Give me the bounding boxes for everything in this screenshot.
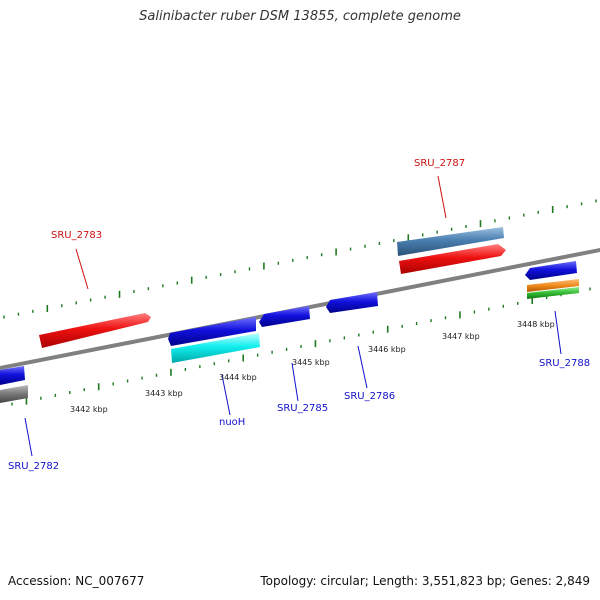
gene-label-sru2788[interactable]: SRU_2788 — [539, 358, 590, 369]
gene-sru2787-steel[interactable] — [397, 227, 504, 256]
gene-reverse-1[interactable] — [168, 317, 256, 346]
leader-sru2787 — [437, 175, 447, 219]
accession-text: Accession: NC_007677 — [8, 574, 145, 588]
gene-sru2786[interactable] — [326, 292, 378, 313]
gene-label-sru2785[interactable]: SRU_2785 — [277, 403, 328, 414]
leader-nuoh — [221, 374, 231, 416]
lower-tick-row — [11, 287, 591, 406]
genome-summary-text: Topology: circular; Length: 3,551,823 bp… — [260, 574, 590, 588]
genome-title: Salinibacter ruber DSM 13855, complete g… — [139, 9, 461, 24]
kbp-label-3448: 3448 kbp — [517, 320, 555, 329]
upper-tick-row — [3, 199, 597, 319]
leader-sru2782 — [24, 417, 33, 457]
gene-sru2783[interactable] — [39, 313, 151, 348]
kbp-label-3444: 3444 kbp — [219, 373, 257, 382]
gene-nuoh[interactable] — [171, 333, 260, 363]
gene-label-sru2782[interactable]: SRU_2782 — [8, 461, 59, 472]
leader-sru2785 — [291, 362, 299, 402]
kbp-label-3445: 3445 kbp — [292, 358, 330, 367]
kbp-label-3446: 3446 kbp — [368, 345, 406, 354]
gene-label-sru2786[interactable]: SRU_2786 — [344, 391, 395, 402]
gene-sru2785[interactable] — [259, 306, 310, 327]
kbp-label-3443: 3443 kbp — [145, 389, 183, 398]
kbp-label-3447: 3447 kbp — [442, 332, 480, 341]
gene-label-sru2783[interactable]: SRU_2783 — [51, 230, 102, 241]
kbp-label-3442: 3442 kbp — [70, 405, 108, 414]
gene-sru2782-reverse[interactable] — [0, 366, 25, 385]
leader-sru2783 — [75, 248, 89, 290]
leader-sru2786 — [357, 345, 368, 389]
gene-sru2787[interactable] — [399, 244, 506, 274]
gene-sru2788[interactable] — [525, 261, 577, 280]
leader-sru2788 — [554, 310, 562, 355]
gene-green[interactable] — [527, 287, 579, 299]
gene-label-nuoh[interactable]: nuoH — [219, 417, 245, 428]
gene-orange[interactable] — [527, 279, 579, 292]
gene-label-sru2787[interactable]: SRU_2787 — [414, 158, 465, 169]
gene-sru2782[interactable] — [0, 385, 28, 403]
